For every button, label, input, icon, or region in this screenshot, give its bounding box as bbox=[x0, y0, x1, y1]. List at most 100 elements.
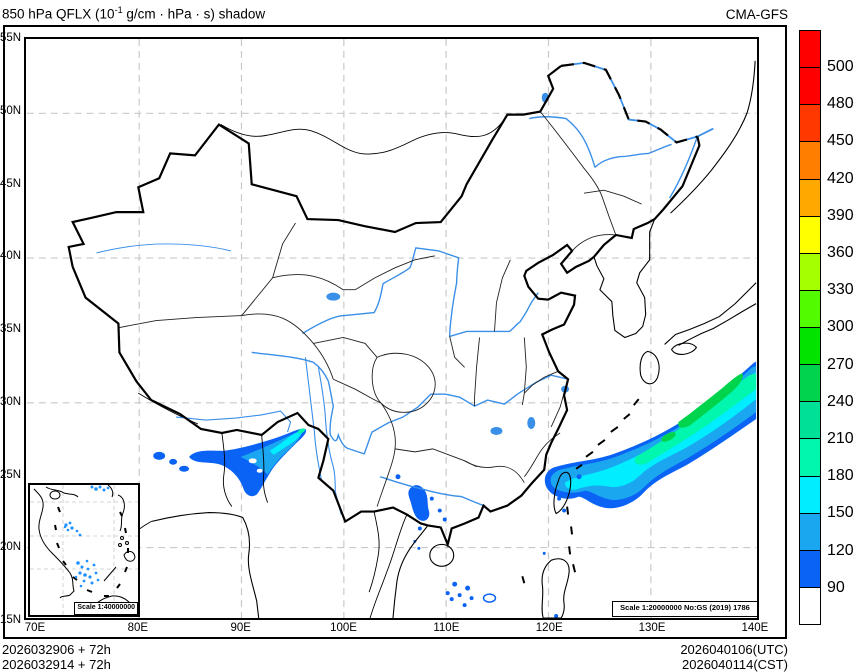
valid-time-line: 2026040114(CST) bbox=[682, 657, 788, 672]
model-label: CMA-GFS bbox=[725, 7, 788, 22]
island-dash-marks bbox=[521, 398, 640, 584]
colorbar-segment bbox=[799, 178, 821, 217]
lat-tick-label: 30N bbox=[0, 395, 22, 408]
poyang-lake bbox=[527, 417, 536, 429]
colorbar-segment bbox=[799, 549, 821, 588]
china-border-amur bbox=[560, 61, 698, 144]
qflx-sw-band-150 bbox=[269, 429, 303, 455]
colorbar-tick-label: 500 bbox=[827, 58, 854, 75]
footer-run-times: 2026032906 + 72h 2026032914 + 72h bbox=[2, 642, 111, 672]
lat-tick-label: 55N bbox=[0, 32, 22, 44]
salween-river bbox=[304, 357, 322, 480]
colorbar-tick-label: 240 bbox=[827, 392, 854, 410]
colorbar-segment bbox=[799, 215, 821, 254]
run-time-line: 2026032914 + 72h bbox=[2, 657, 111, 672]
map-canvas bbox=[26, 39, 757, 618]
colorbar-segment bbox=[799, 67, 821, 106]
page-title: 850 hPa QFLX (10-1 g/cm · hPa · s) shado… bbox=[2, 5, 265, 22]
colorbar-tick-label: 450 bbox=[827, 132, 854, 150]
colorbar-tick-label: 420 bbox=[827, 169, 854, 187]
colorbar-segment bbox=[799, 141, 821, 180]
qflx-east-band-150 bbox=[564, 372, 757, 490]
province-boundaries bbox=[119, 111, 642, 507]
foreign-coastlines bbox=[111, 60, 757, 618]
lat-axis-labels: 55N 50N 45N 40N 35N 30N 25N 20N 15N bbox=[0, 31, 22, 627]
amur-river bbox=[561, 61, 714, 144]
valid-time-line: 2026040106(UTC) bbox=[680, 642, 788, 657]
title-suffix: g/cm · hPa · s) shadow bbox=[122, 6, 266, 22]
colorbar-tick-label: 180 bbox=[827, 467, 854, 485]
inset-qflx-spots bbox=[63, 485, 110, 588]
lat-tick-label: 45N bbox=[0, 177, 22, 190]
title-prefix: 850 hPa QFLX (10 bbox=[2, 6, 115, 22]
dongting-lake bbox=[490, 426, 503, 435]
songhua-river bbox=[594, 143, 672, 168]
colorbar-segment bbox=[799, 289, 821, 328]
colorbar-tick-label: 480 bbox=[827, 95, 854, 113]
colorbar-tick-label: 210 bbox=[827, 430, 854, 448]
lat-tick-label: 35N bbox=[0, 323, 22, 335]
colorbar-segment bbox=[799, 30, 821, 69]
colorbar-segment bbox=[799, 364, 821, 403]
inset-graticule bbox=[30, 485, 138, 615]
yarlung-river bbox=[176, 410, 292, 433]
lat-tick-label: 15N bbox=[0, 614, 22, 626]
qflx-east-band-core2 bbox=[661, 432, 676, 442]
tarim-river bbox=[96, 243, 231, 254]
colorbar bbox=[799, 30, 821, 625]
footer-valid-times: 2026040106(UTC) 2026040114(CST) bbox=[680, 642, 788, 672]
qinghai-lake bbox=[326, 292, 341, 301]
lon-tick-label: 90E bbox=[230, 622, 251, 634]
qflx-sw-spot bbox=[153, 451, 166, 460]
inset-nine-dash-line bbox=[54, 506, 129, 597]
yangtze-river bbox=[251, 351, 569, 455]
qflx-sw-band-180 bbox=[297, 428, 306, 434]
qflx-east-band-120 bbox=[550, 366, 757, 500]
qflx-east-band-core bbox=[678, 373, 743, 428]
lon-tick-label: 130E bbox=[638, 622, 666, 634]
pearl-river bbox=[379, 476, 484, 507]
title-exponent: -1 bbox=[114, 5, 123, 15]
lon-tick-label: 70E bbox=[24, 622, 46, 634]
lon-tick-label: 100E bbox=[330, 622, 357, 634]
colorbar-segment bbox=[799, 104, 821, 143]
lon-tick-label: 80E bbox=[127, 622, 149, 634]
colorbar-tick-label: 360 bbox=[827, 244, 854, 262]
lat-tick-label: 20N bbox=[0, 541, 22, 554]
colorbar-tick-label: 270 bbox=[827, 355, 854, 373]
inset-scale-note: Scale 1:40000000 bbox=[74, 602, 138, 615]
run-time-line: 2026032906 + 72h bbox=[2, 642, 111, 657]
qflx-shading bbox=[153, 361, 757, 618]
rivers bbox=[96, 61, 714, 515]
ussuri-river bbox=[668, 136, 699, 199]
lat-tick-label: 25N bbox=[0, 468, 22, 481]
colorbar-segment bbox=[799, 475, 821, 514]
colorbar-segment bbox=[799, 401, 821, 440]
colorbar-tick-label: 390 bbox=[827, 206, 854, 224]
china-border bbox=[67, 64, 562, 268]
nen-river bbox=[529, 116, 596, 168]
inset-map: Scale 1:40000000 bbox=[28, 483, 140, 617]
lon-tick-label: 120E bbox=[535, 622, 563, 634]
china-border-east bbox=[71, 136, 701, 548]
lat-tick-label: 40N bbox=[0, 250, 22, 263]
colorbar-tick-label: 300 bbox=[827, 318, 854, 336]
weather-map bbox=[24, 37, 759, 620]
colorbar-segment bbox=[799, 438, 821, 477]
outer-frame bbox=[3, 25, 787, 639]
colorbar-tick-label: 90 bbox=[827, 578, 845, 596]
yellow-river bbox=[302, 247, 539, 338]
colorbar-tick-label: 330 bbox=[827, 281, 854, 299]
colorbar-tick-label: 120 bbox=[827, 541, 854, 559]
lon-tick-label: 140E bbox=[741, 622, 769, 634]
graticule bbox=[26, 39, 757, 618]
colorbar-segment bbox=[799, 327, 821, 366]
colorbar-labels: 500 480 450 420 390 360 330 300 270 240 210 180 150 1… bbox=[827, 57, 859, 598]
colorbar-tick-label: 150 bbox=[827, 504, 854, 522]
lat-tick-label: 50N bbox=[0, 104, 22, 117]
inset-canvas bbox=[30, 484, 138, 616]
qflx-guangxi-patch bbox=[408, 485, 430, 521]
colorbar-segment bbox=[799, 586, 821, 625]
lon-axis-labels: 70E 80E 90E 100E 110E 120E 130E 140E bbox=[10, 622, 780, 635]
inset-coastlines bbox=[33, 484, 137, 616]
